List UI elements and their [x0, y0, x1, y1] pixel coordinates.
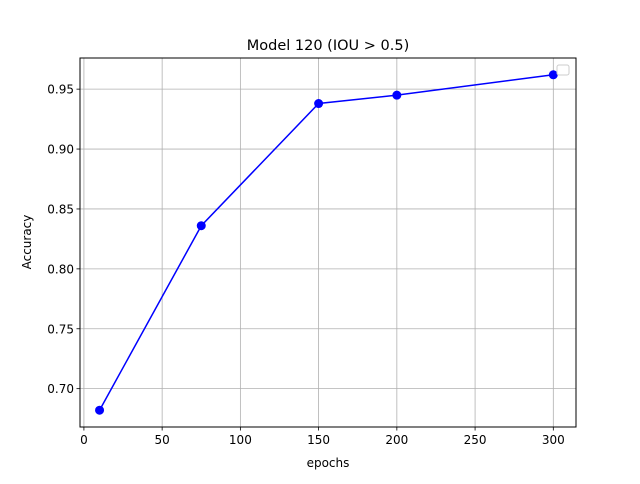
data-point: [314, 99, 324, 109]
x-tick-label: 200: [385, 433, 408, 447]
series: [95, 70, 558, 415]
data-point: [95, 405, 105, 415]
y-tick-label: 0.85: [47, 202, 74, 216]
y-tick-label: 0.75: [47, 322, 74, 336]
x-axis-label: epochs: [307, 456, 350, 470]
x-tick-label: 100: [229, 433, 252, 447]
y-tick-label: 0.70: [47, 382, 74, 396]
x-tick-label: 50: [155, 433, 170, 447]
legend-box: [556, 64, 570, 76]
grid: [80, 58, 576, 427]
data-point: [392, 90, 402, 100]
y-tick-label: 0.95: [47, 83, 74, 97]
chart-title: Model 120 (IOU > 0.5): [247, 38, 409, 54]
x-tick-label: 250: [464, 433, 487, 447]
x-tick-label: 150: [307, 433, 330, 447]
ticks: 0 50 100 150 200 250 300 0.70 0.75 0.80 0.85 0.90 0.…: [47, 83, 564, 447]
y-tick-label: 0.80: [47, 262, 74, 276]
y-tick-label: 0.90: [47, 143, 74, 157]
x-tick-label: 300: [542, 433, 565, 447]
y-axis-label: Accuracy: [20, 215, 34, 270]
data-point: [196, 221, 206, 231]
x-tick-label: 0: [80, 433, 88, 447]
data-point: [548, 70, 558, 80]
axes-frame: [79, 57, 577, 428]
